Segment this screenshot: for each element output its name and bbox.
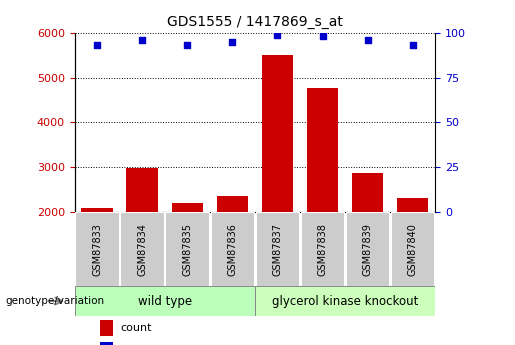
Text: GSM87836: GSM87836 [228, 223, 237, 276]
Text: wild type: wild type [138, 295, 192, 307]
Text: GSM87835: GSM87835 [182, 223, 192, 276]
Bar [352, 173, 383, 212]
Bar [75, 212, 119, 286]
Bar [346, 212, 389, 286]
Bar [127, 168, 158, 212]
Title: GDS1555 / 1417869_s_at: GDS1555 / 1417869_s_at [167, 15, 343, 29]
Point [183, 42, 192, 48]
Bar [100, 342, 113, 345]
Bar [75, 286, 255, 316]
Bar [301, 212, 345, 286]
Point [138, 37, 146, 43]
Point [364, 37, 372, 43]
Bar [171, 203, 203, 212]
Point [318, 33, 327, 39]
Text: GSM87839: GSM87839 [363, 223, 372, 276]
Text: GSM87837: GSM87837 [272, 223, 282, 276]
Bar [255, 286, 435, 316]
Point [93, 42, 101, 48]
Text: GSM87838: GSM87838 [318, 223, 328, 276]
Bar [211, 212, 254, 286]
Text: glycerol kinase knockout: glycerol kinase knockout [272, 295, 418, 307]
Point [273, 32, 282, 37]
Bar [81, 208, 113, 212]
Bar [255, 212, 299, 286]
Point [228, 39, 236, 45]
Text: count: count [121, 323, 152, 333]
Text: GSM87834: GSM87834 [138, 223, 147, 276]
Text: genotype/variation: genotype/variation [5, 296, 104, 306]
Bar [100, 321, 113, 335]
Bar [397, 198, 428, 212]
Bar [121, 212, 164, 286]
Bar [217, 196, 248, 212]
Point [408, 42, 417, 48]
Bar [165, 212, 209, 286]
Bar [307, 88, 338, 212]
Text: GSM87840: GSM87840 [408, 223, 418, 276]
Bar [262, 55, 293, 212]
Bar [391, 212, 435, 286]
Text: GSM87833: GSM87833 [92, 223, 102, 276]
